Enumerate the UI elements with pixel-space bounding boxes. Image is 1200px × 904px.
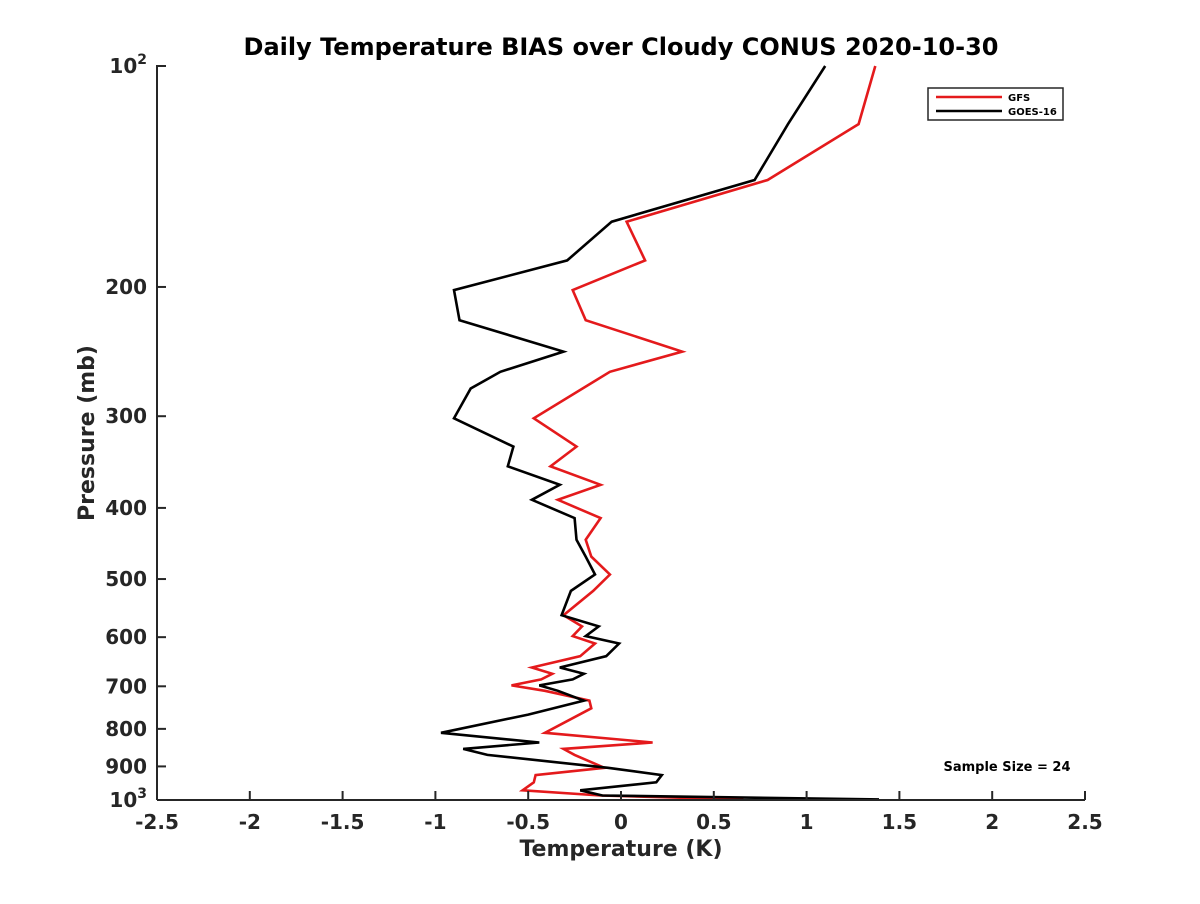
y-tick-label: 800 [105,717,147,741]
axes-layer [156,65,1085,801]
x-tick-label: -0.5 [506,810,550,834]
x-tick-label: -2 [239,810,261,834]
legend-box [927,87,1064,121]
y-tick-label: 900 [105,754,147,778]
x-tick-label: 0 [614,810,628,834]
series-line-gfs [511,65,877,801]
x-tick-label: -1.5 [321,810,365,834]
series-layer [440,65,880,801]
chart-title: Daily Temperature BIAS over Cloudy CONUS… [244,33,999,61]
x-tick-label: 1.5 [882,810,917,834]
x-tick-label: 2.5 [1067,810,1102,834]
y-tick-label: 700 [105,674,147,698]
y-tick-label: 600 [105,625,147,649]
y-tick-label: 500 [105,567,147,591]
y-axis-label: Pressure (mb) [75,345,100,521]
x-tick-label: -1 [424,810,446,834]
y-tick-label: 300 [105,404,147,428]
x-tick-label: 2 [985,810,999,834]
x-tick-label: 0.5 [696,810,731,834]
y-tick-label: 102 [109,52,147,78]
y-tick-label: 200 [105,275,147,299]
x-axis-label: Temperature (K) [519,837,722,862]
series-line-goes-16 [440,65,880,801]
legend: GFS GOES-16 [927,87,1064,121]
x-tick-label: -2.5 [135,810,179,834]
y-tick-label: 400 [105,496,147,520]
x-tick-label: 1 [800,810,814,834]
sample-size-annotation: Sample Size = 24 [943,760,1070,775]
legend-label-goes-16: GOES-16 [1008,107,1057,118]
y-tick-label: 103 [109,786,147,812]
ticks-layer: -2.5 -2 -1.5 -1 -0.5 0 0.5 1 1.5 2 2.5 102 200 300 400… [105,52,1102,834]
legend-label-gfs: GFS [1008,93,1030,104]
